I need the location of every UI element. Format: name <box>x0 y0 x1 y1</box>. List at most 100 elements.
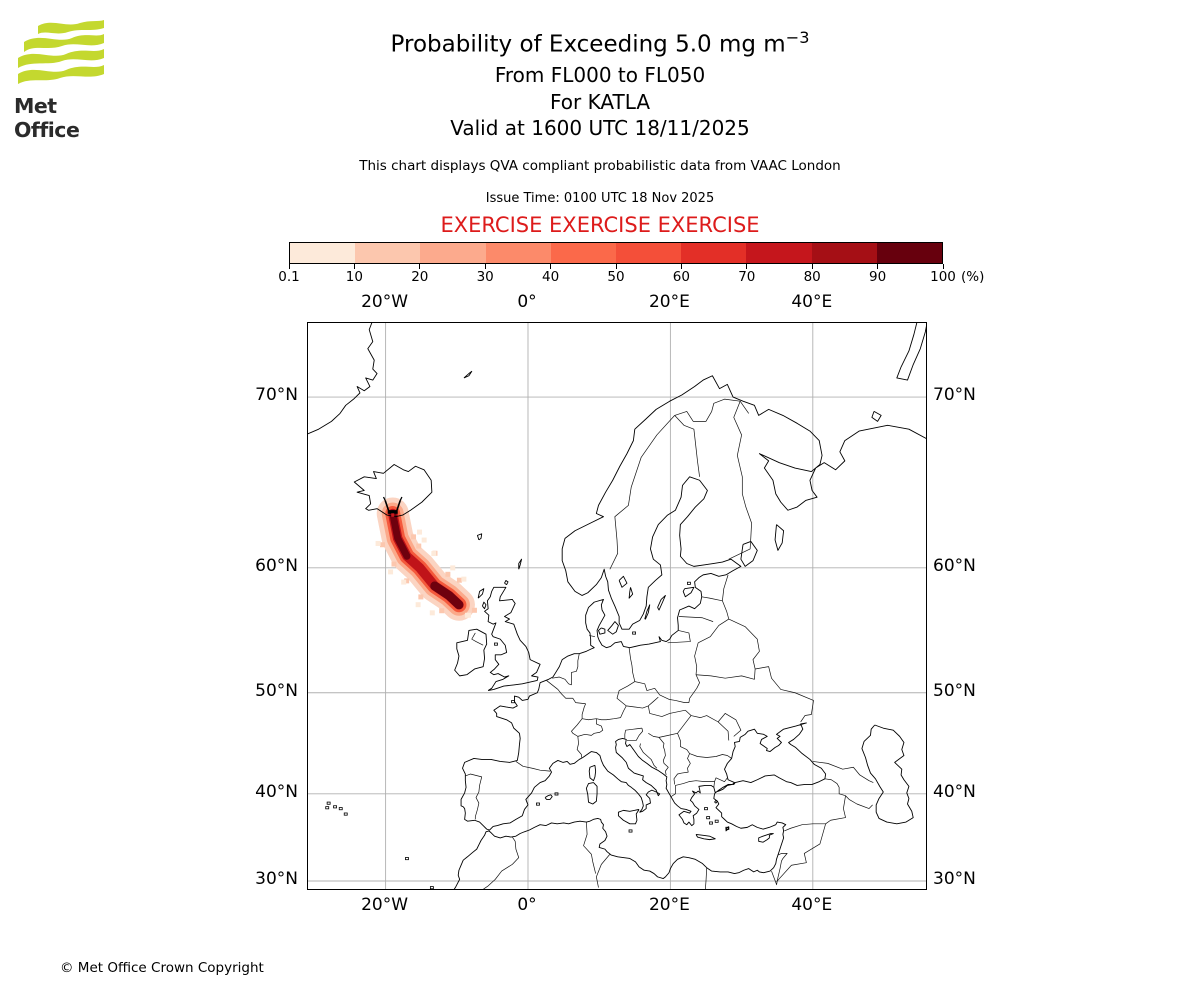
small-island <box>706 816 711 820</box>
coastline-18 <box>628 587 634 599</box>
country-border-35 <box>714 777 728 782</box>
ash-plume-core-head <box>430 581 464 610</box>
met-office-logo-waves <box>18 20 104 84</box>
coastline-10 <box>482 601 487 610</box>
coastline-12 <box>896 323 926 381</box>
small-island <box>714 819 719 823</box>
coastline-7 <box>518 558 523 570</box>
copyright-notice: © Met Office Crown Copyright <box>60 960 264 976</box>
coastline-20 <box>598 627 606 635</box>
colorbar-tick <box>419 264 421 269</box>
country-border-47 <box>771 870 777 885</box>
country-border-19 <box>576 736 582 758</box>
colorbar-segment-2 <box>355 243 421 263</box>
small-island <box>326 801 331 805</box>
colorbar-tick-label: 50 <box>607 269 625 285</box>
country-border-52 <box>471 632 484 646</box>
country-border-23 <box>571 653 580 685</box>
colorbar-tick-label: 30 <box>476 269 494 285</box>
colorbar-segment-6 <box>616 243 682 263</box>
x-axis-label-top: 20°W <box>361 292 409 312</box>
coastline-19 <box>607 621 619 635</box>
coastline-28 <box>758 833 774 843</box>
country-border-11 <box>628 647 636 682</box>
country-border-51 <box>483 836 520 889</box>
colorbar-tick <box>680 264 682 269</box>
small-island <box>325 806 330 810</box>
issue-time: Issue Time: 0100 UTC 18 Nov 2025 <box>485 191 715 206</box>
country-border-24 <box>465 773 483 820</box>
small-island <box>333 805 337 809</box>
country-border-39 <box>696 668 756 680</box>
small-island <box>632 631 636 635</box>
ash-plume-fringe-pixel <box>421 537 427 543</box>
y-axis-label-right: 40°N <box>933 781 976 802</box>
coastline-8 <box>504 580 509 586</box>
x-axis-label-top: 0° <box>517 292 537 312</box>
ash-plume-fringe-pixel <box>375 540 381 546</box>
country-border-33 <box>673 753 691 785</box>
page-title: Probability of Exceeding 5.0 mg m−3 <box>0 28 1200 58</box>
country-border-21 <box>546 680 586 705</box>
colorbar-segment-10 <box>876 243 943 263</box>
colorbar-tick-label: 60 <box>672 269 690 285</box>
country-border-10 <box>688 642 700 703</box>
ash-plume-fringe-pixel <box>415 602 421 608</box>
coastline-13 <box>871 411 882 422</box>
ash-plume-fringe-pixel <box>429 610 435 616</box>
country-border-30 <box>658 737 669 776</box>
page-title-superscript: −3 <box>785 28 810 47</box>
met-office-logo: Met Office <box>14 16 124 142</box>
ash-plume-fringe-pixel <box>411 534 417 540</box>
country-border-15 <box>647 705 686 717</box>
colorbar-tick-label: 0.1 <box>278 269 300 285</box>
small-island <box>429 886 434 889</box>
country-border-29 <box>639 743 658 769</box>
y-axis-label-left: 70°N <box>255 385 298 406</box>
coastline-30 <box>714 799 718 804</box>
country-border-34 <box>675 780 715 788</box>
colorbar-tick-label: 80 <box>803 269 821 285</box>
country-border-12 <box>634 681 689 703</box>
coastline-4 <box>308 323 378 435</box>
small-island <box>343 812 348 816</box>
country-border-14 <box>626 696 659 709</box>
coastline-17 <box>618 575 628 588</box>
colorbar-segment-1 <box>290 243 356 263</box>
ash-plume-fringe-pixel <box>471 607 477 613</box>
country-border-32 <box>689 753 732 759</box>
colorbar-segment-3 <box>420 243 486 263</box>
country-border-49 <box>596 854 611 888</box>
colorbar-tick <box>550 264 552 269</box>
country-border-36 <box>670 785 676 797</box>
colorbar-tick <box>942 264 944 269</box>
country-border-7 <box>698 600 730 644</box>
coastline-24 <box>588 764 597 782</box>
country-border-44 <box>784 795 846 832</box>
x-axis-label-bottom: 20°W <box>361 895 409 915</box>
coastline-21 <box>657 595 666 611</box>
country-border-28 <box>648 709 692 738</box>
x-axis-label-top: 40°E <box>791 292 833 312</box>
small-island <box>511 700 515 704</box>
colorbar-tick-label: 100 <box>930 269 956 285</box>
country-border-20 <box>581 703 586 719</box>
colorbar-tick <box>288 264 290 269</box>
ash-plume-fringe-pixel <box>456 577 462 583</box>
country-border-45 <box>776 823 826 883</box>
page-title-text: Probability of Exceeding 5.0 mg m <box>390 31 786 58</box>
x-axis-label-bottom: 20°E <box>648 895 690 915</box>
colorbar-tick <box>877 264 879 269</box>
x-axis-label-top: 20°E <box>648 292 690 312</box>
country-border-18 <box>571 718 604 737</box>
coastline-23 <box>682 586 695 598</box>
y-axis-label-left: 40°N <box>255 781 298 802</box>
country-border-4 <box>728 401 752 560</box>
colorbar-tick <box>746 264 748 269</box>
country-border-37 <box>690 715 730 741</box>
colorbar-unit-label: (%) <box>961 269 985 285</box>
small-island <box>494 642 498 646</box>
qva-note: This chart displays QVA compliant probab… <box>359 158 841 174</box>
ash-plume-core-upper <box>389 509 411 560</box>
small-island <box>536 802 540 806</box>
